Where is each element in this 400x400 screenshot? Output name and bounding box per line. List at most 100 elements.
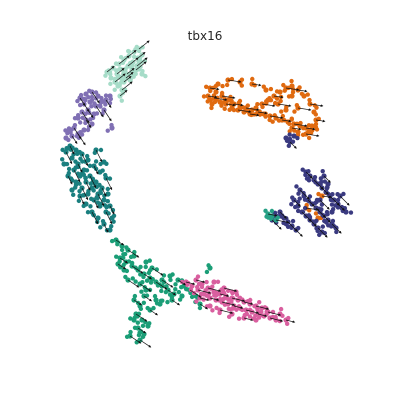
cell-point	[234, 292, 240, 298]
velocity-arrow	[81, 153, 89, 167]
velocity-arrow	[171, 299, 180, 306]
cell-point	[85, 210, 91, 215]
cell-point	[83, 120, 88, 126]
velocity-arrow	[85, 181, 91, 191]
cell-point	[228, 101, 234, 107]
cell-point	[66, 170, 72, 176]
cell-point	[147, 258, 152, 263]
velocity-arrow	[129, 335, 142, 344]
cell-point	[227, 307, 233, 312]
cell-point	[224, 82, 230, 88]
cell-point	[307, 208, 312, 213]
cell-point	[303, 172, 308, 178]
cell-point	[287, 132, 292, 137]
velocity-arrow	[269, 115, 284, 119]
velocity-arrow	[93, 199, 99, 209]
cell-point	[335, 192, 340, 197]
cell-point	[227, 107, 232, 113]
velocity-arrow	[321, 195, 332, 199]
cell-point	[124, 268, 130, 274]
velocity-arrow	[309, 103, 324, 107]
cell-point	[109, 223, 114, 229]
cell-point	[76, 198, 82, 204]
velocity-arrow	[243, 301, 254, 305]
velocity-arrow	[125, 72, 134, 79]
cell-point	[306, 169, 311, 174]
velocity-arrow	[301, 211, 312, 222]
velocity-arrow	[309, 219, 317, 227]
cell-point	[77, 188, 82, 194]
cell-point	[257, 299, 262, 305]
cell-point	[270, 119, 275, 124]
cell-point	[222, 106, 227, 112]
cell-point	[97, 182, 102, 188]
cell-point	[284, 321, 290, 327]
cell-point	[176, 289, 182, 295]
cell-point	[140, 334, 146, 340]
cell-point	[219, 103, 224, 108]
cell-point	[64, 145, 69, 151]
cell-point	[105, 198, 111, 204]
cell-point	[107, 176, 113, 181]
cell-point	[98, 190, 104, 196]
velocity-arrow	[207, 95, 218, 99]
velocity-arrow	[87, 109, 94, 118]
cell-point	[268, 86, 274, 92]
cell-point	[138, 264, 143, 270]
cell-point	[306, 178, 312, 183]
cell-point	[287, 121, 292, 126]
cell-point	[119, 98, 124, 103]
velocity-arrow	[128, 50, 137, 57]
cell-point	[263, 87, 269, 93]
velocity-arrow	[297, 107, 312, 111]
cell-point	[75, 98, 80, 104]
cell-point	[309, 123, 315, 129]
cell-point	[314, 105, 319, 110]
cell-point	[104, 204, 109, 210]
cell-point	[136, 48, 142, 54]
cell-point	[318, 182, 323, 187]
cell-point	[252, 83, 257, 88]
cell-point	[81, 172, 87, 177]
velocity-arrow	[273, 95, 284, 99]
cell-point	[290, 139, 296, 144]
velocity-arrow	[199, 303, 208, 310]
cell-point	[132, 325, 138, 330]
velocity-arrow	[305, 133, 320, 137]
cell-point	[140, 45, 145, 50]
cell-point	[183, 286, 189, 292]
velocity-arrow	[103, 223, 109, 233]
cell-point	[239, 77, 245, 82]
velocity-arrow	[267, 213, 278, 217]
cell-point	[195, 274, 201, 279]
cell-point	[307, 97, 312, 103]
velocity-arrow	[307, 199, 315, 207]
velocity-arrow	[67, 175, 73, 185]
velocity-arrow	[279, 211, 287, 219]
cell-point	[210, 284, 215, 289]
cell-point	[286, 315, 291, 321]
velocity-arrow	[139, 283, 152, 292]
cell-point	[92, 101, 97, 106]
velocity-arrow	[315, 119, 326, 123]
cell-point	[84, 153, 90, 159]
cell-point	[210, 308, 215, 313]
cell-point	[204, 269, 210, 275]
cell-point	[151, 305, 156, 311]
cell-point	[318, 176, 324, 181]
cell-point	[320, 168, 325, 174]
cell-point	[330, 192, 335, 197]
velocity-arrow	[255, 305, 270, 310]
cell-point	[312, 174, 318, 180]
cell-point	[239, 83, 245, 88]
velocity-arrow	[127, 249, 140, 258]
cell-point	[138, 306, 144, 312]
cell-point	[88, 117, 93, 122]
cell-point	[124, 334, 130, 339]
cell-point	[103, 172, 108, 178]
velocity-arrow	[295, 229, 303, 237]
cell-point	[152, 293, 158, 299]
velocity-arrow	[155, 281, 168, 290]
cell-point	[269, 208, 275, 214]
cell-point	[147, 268, 153, 273]
